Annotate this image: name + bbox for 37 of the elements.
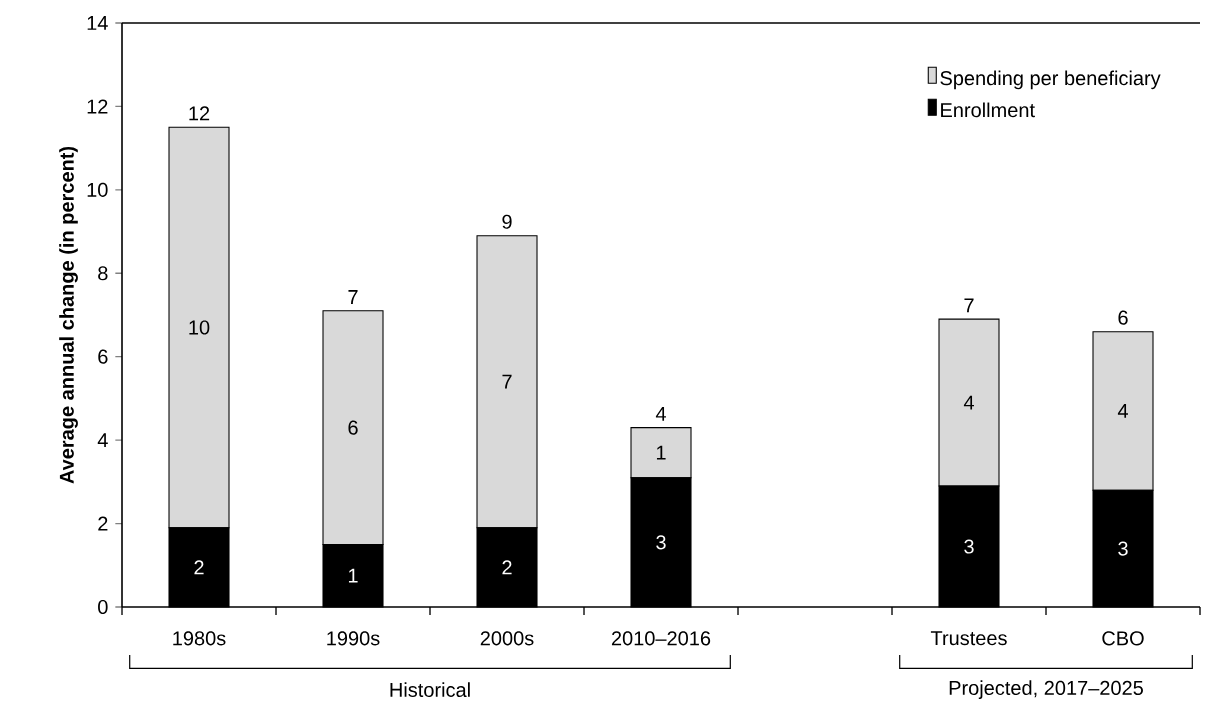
x-tick-label: 1980s	[173, 631, 226, 646]
total-label: 12	[189, 106, 210, 121]
y-tick-label: 8	[98, 266, 108, 281]
y-axis-title: Average annual change (in percent)	[59, 146, 78, 484]
y-tick-label: 14	[87, 16, 108, 30]
legend-label: Enrollment	[941, 102, 1035, 118]
data-label: 3	[1118, 541, 1128, 556]
x-tick-label: 2000s	[480, 631, 534, 646]
y-tick-label: 6	[98, 349, 108, 364]
legend-label: Spending per beneficiary	[940, 70, 1161, 90]
data-label: 3	[964, 539, 974, 554]
data-label: 4	[1117, 404, 1128, 418]
data-label: 2	[194, 560, 204, 575]
y-tick-label: 2	[98, 516, 108, 531]
data-label: 2	[502, 560, 512, 575]
x-tick-label: 2010–2016	[611, 631, 711, 646]
x-tick-label: Trustees	[930, 631, 1007, 646]
y-tick-label: 12	[87, 99, 108, 114]
data-label: 10	[189, 320, 210, 335]
total-label: 4	[655, 406, 666, 421]
data-label: 1	[656, 445, 666, 460]
data-label: 7	[502, 374, 512, 389]
text: Historical	[390, 682, 470, 697]
y-tick-label: 4	[97, 433, 108, 448]
data-label: 1	[348, 568, 358, 583]
text: Projected, 2017–2025	[949, 680, 1143, 699]
total-label: 6	[1118, 310, 1128, 325]
data-label: 6	[348, 420, 358, 435]
total-label: 9	[502, 214, 512, 229]
x-tick-label: 1990s	[327, 631, 380, 646]
data-label: 4	[963, 395, 974, 410]
data-label: 3	[656, 535, 666, 550]
y-tick-label: 0	[98, 599, 108, 615]
y-tick-label: 10	[87, 182, 108, 197]
total-label: 7	[964, 298, 974, 313]
total-label: 7	[348, 290, 358, 304]
x-tick-label: CBO	[1102, 631, 1144, 646]
